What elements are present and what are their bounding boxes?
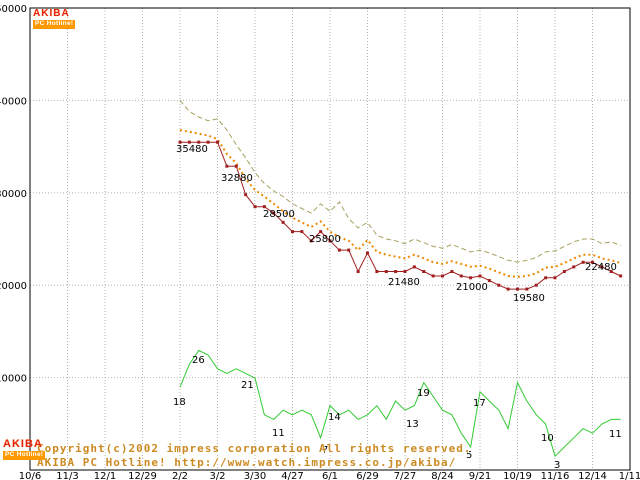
price-label: 28500 (263, 209, 295, 220)
price-label: 25800 (309, 234, 341, 245)
x-tick-label: 6/1 (322, 471, 338, 480)
x-tick-label: 4/27 (281, 471, 303, 480)
price-label: 19580 (513, 293, 545, 304)
y-tick-label: 30000 (0, 189, 27, 200)
x-tick-label: 11/16 (541, 471, 570, 480)
x-tick-label: 12/1 (94, 471, 116, 480)
count-label: 5 (466, 450, 472, 461)
x-tick-label: 3/2 (209, 471, 225, 480)
price-label: 35480 (176, 144, 208, 155)
series-lowest-price-line (178, 140, 623, 291)
count-label: 13 (406, 419, 419, 430)
gridlines (30, 8, 630, 470)
akiba-wordmark: AKIBA (3, 438, 43, 450)
x-tick-label: 9/21 (469, 471, 491, 480)
x-tick-label: 11/3 (56, 471, 78, 480)
count-annotations: 18 26 21 11 14 7 13 19 17 5 10 3 11 (173, 355, 622, 471)
pc-hotline-badge: PC Hotline! (3, 451, 46, 460)
copyright-line-1: Copyright(c)2002 impress corporation All… (37, 442, 472, 455)
price-label: 21000 (456, 282, 488, 293)
count-label: 11 (609, 429, 622, 440)
price-label: 32880 (221, 173, 253, 184)
series-shop-count-line (179, 349, 621, 458)
y-axis-labels: 10000 20000 30000 40000 50000 (0, 4, 27, 385)
x-tick-label: 2/2 (172, 471, 188, 480)
plot-border (29, 7, 631, 471)
count-label: 14 (328, 412, 341, 423)
count-label: 21 (241, 380, 254, 391)
count-label: 3 (554, 460, 560, 471)
y-tick-label: 20000 (0, 281, 27, 292)
count-label: 11 (272, 428, 285, 439)
akiba-wordmark: AKIBA (33, 8, 70, 19)
count-label: 18 (173, 397, 186, 408)
y-tick-label: 10000 (0, 374, 27, 385)
price-label: 21480 (388, 277, 420, 288)
price-label: 22480 (585, 262, 617, 273)
count-label: 19 (417, 388, 430, 399)
series-highest-price-line (179, 100, 621, 263)
x-tick-label: 1/11 (619, 471, 640, 480)
x-tick-label: 8/24 (431, 471, 453, 480)
x-axis-labels: 10/6 11/3 12/1 12/29 2/2 3/2 3/30 4/27 6/1 6/29 7/… (19, 471, 640, 480)
x-tick-label: 12/29 (128, 471, 157, 480)
x-tick-label: 12/14 (578, 471, 607, 480)
price-annotations: 35480 32880 28500 25800 21480 21000 19580 22480 (176, 144, 617, 304)
count-label: 10 (541, 433, 554, 444)
copyright-line-2: AKIBA PC Hotline! http://www.watch.impre… (37, 456, 457, 469)
copyright-text: Copyright(c)2002 impress corporation All… (37, 442, 472, 470)
x-tick-label: 6/29 (356, 471, 378, 480)
count-label: 26 (192, 355, 205, 366)
series-average-price-line (179, 129, 621, 278)
x-tick-label: 10/19 (503, 471, 532, 480)
pc-hotline-badge: PC Hotline! (33, 20, 76, 29)
count-label: 17 (473, 398, 486, 409)
x-tick-label: 7/27 (394, 471, 416, 480)
akiba-logo-bottom: AKIBA PC Hotline! (3, 438, 46, 460)
y-tick-label: 50000 (0, 4, 27, 15)
y-tick-label: 40000 (0, 96, 27, 107)
count-label: 7 (322, 445, 328, 456)
x-tick-label: 3/30 (244, 471, 266, 480)
x-tick-label: 10/6 (19, 471, 41, 480)
akiba-logo-top: AKIBA PC Hotline! (33, 8, 76, 29)
